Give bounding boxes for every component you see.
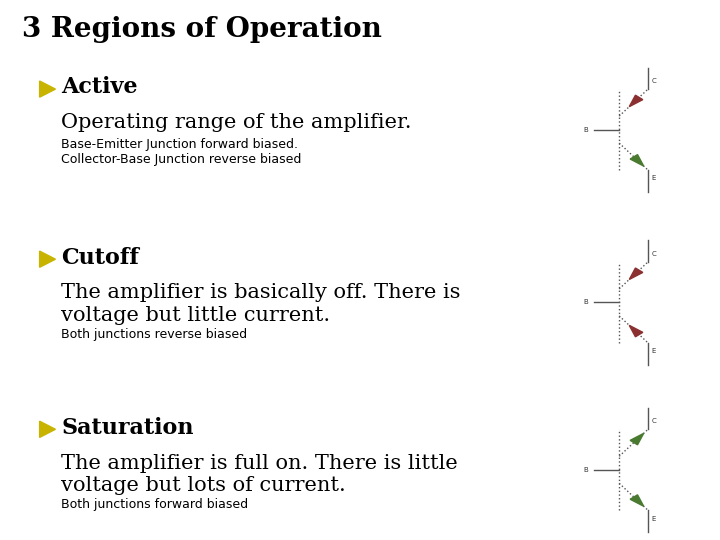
Polygon shape	[629, 95, 643, 106]
Text: C: C	[652, 418, 657, 424]
Text: B: B	[583, 467, 588, 473]
Text: Both junctions reverse biased: Both junctions reverse biased	[61, 328, 248, 341]
Text: Collector-Base Junction reverse biased: Collector-Base Junction reverse biased	[61, 153, 302, 166]
Text: E: E	[652, 176, 656, 181]
Polygon shape	[629, 268, 643, 279]
Polygon shape	[40, 421, 55, 437]
Polygon shape	[40, 81, 55, 97]
Text: B: B	[583, 126, 588, 133]
Text: E: E	[652, 516, 656, 522]
Text: Base-Emitter Junction forward biased.: Base-Emitter Junction forward biased.	[61, 138, 298, 151]
Text: Both junctions forward biased: Both junctions forward biased	[61, 498, 248, 511]
Polygon shape	[40, 251, 55, 267]
Text: E: E	[652, 348, 656, 354]
Text: C: C	[652, 251, 657, 256]
Polygon shape	[630, 495, 644, 506]
Text: Cutoff: Cutoff	[61, 247, 139, 268]
Text: Active: Active	[61, 77, 138, 98]
Polygon shape	[629, 326, 643, 337]
Polygon shape	[630, 434, 644, 445]
Text: Operating range of the amplifier.: Operating range of the amplifier.	[61, 113, 412, 132]
Text: The amplifier is full on. There is little
voltage but lots of current.: The amplifier is full on. There is littl…	[61, 454, 458, 495]
Text: 3 Regions of Operation: 3 Regions of Operation	[22, 16, 382, 43]
Text: Saturation: Saturation	[61, 417, 194, 438]
Text: B: B	[583, 299, 588, 306]
Text: C: C	[652, 78, 657, 84]
Polygon shape	[630, 154, 644, 166]
Text: The amplifier is basically off. There is
voltage but little current.: The amplifier is basically off. There is…	[61, 284, 461, 325]
